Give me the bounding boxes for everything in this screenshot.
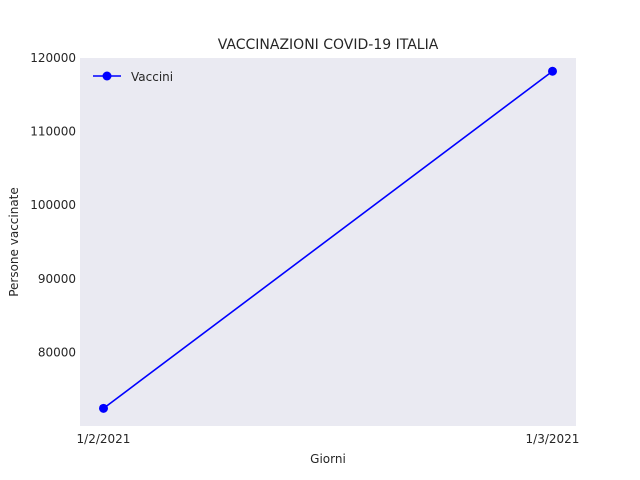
legend-marker-swatch bbox=[102, 71, 112, 81]
data-point bbox=[99, 403, 108, 413]
y-axis-label: Persone vaccinate bbox=[7, 187, 21, 297]
y-tick-label: 120000 bbox=[30, 51, 76, 65]
y-tick-label: 80000 bbox=[38, 345, 76, 359]
y-tick-label: 100000 bbox=[30, 198, 76, 212]
series-layer bbox=[99, 66, 557, 413]
y-tick-label: 110000 bbox=[30, 125, 76, 139]
legend-label-vaccini: Vaccini bbox=[131, 70, 173, 84]
x-tick-label: 1/3/2021 bbox=[526, 432, 580, 446]
chart-title: VACCINAZIONI COVID-19 ITALIA bbox=[218, 37, 439, 53]
y-axis-ticks: 80000 90000 100000 110000 120000 bbox=[30, 51, 76, 359]
x-tick-label: 1/2/2021 bbox=[77, 432, 131, 446]
x-axis-ticks: 1/2/2021 1/3/2021 bbox=[77, 432, 580, 446]
x-axis-label: Giorni bbox=[310, 452, 346, 466]
y-tick-label: 90000 bbox=[38, 272, 76, 286]
series-line-vaccini bbox=[103, 70, 553, 409]
data-point bbox=[548, 66, 557, 76]
legend: Vaccini bbox=[93, 70, 173, 84]
